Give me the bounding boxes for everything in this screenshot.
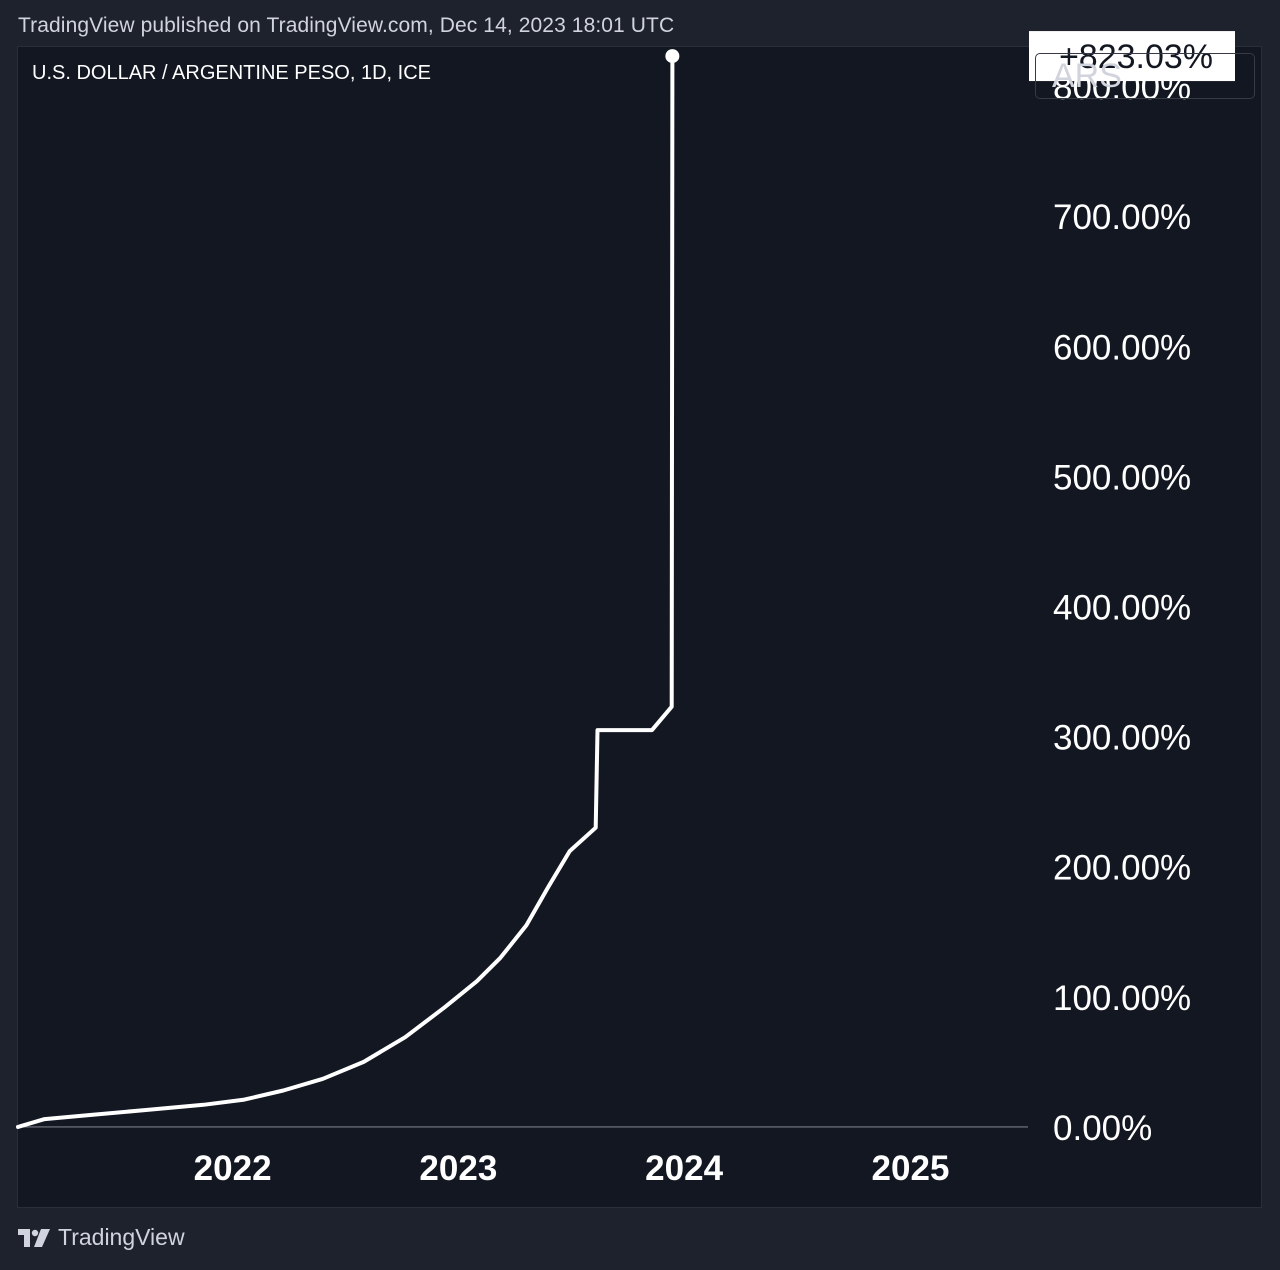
currency-selector[interactable]: ARS (1035, 53, 1255, 99)
y-tick-label: 600.00% (1053, 328, 1191, 367)
y-tick-label: 300.00% (1053, 719, 1191, 758)
tradingview-brand-label: TradingView (58, 1224, 185, 1250)
x-tick-label: 2022 (194, 1149, 272, 1188)
x-tick-label: 2023 (419, 1149, 497, 1188)
tradingview-logo-icon (18, 1228, 50, 1247)
last-point-marker (665, 49, 680, 64)
y-tick-label: 400.00% (1053, 588, 1191, 627)
x-tick-label: 2025 (872, 1149, 950, 1188)
y-tick-label: 0.00% (1053, 1109, 1152, 1148)
symbol-title: U.S. DOLLAR / ARGENTINE PESO, 1D, ICE (32, 62, 431, 84)
tradingview-brand[interactable]: TradingView (18, 1224, 185, 1251)
x-tick-label: 2024 (645, 1149, 723, 1188)
chart-pane[interactable] (17, 46, 1262, 1208)
last-value-label: +823.03% (1059, 38, 1213, 76)
y-tick-label: 200.00% (1053, 849, 1191, 888)
last-value-badge (1029, 31, 1235, 82)
series-line (16, 54, 675, 1129)
y-tick-label: 700.00% (1053, 198, 1191, 237)
published-caption: TradingView published on TradingView.com… (18, 14, 675, 37)
y-tick-label: 100.00% (1053, 979, 1191, 1018)
y-tick-label: 500.00% (1053, 458, 1191, 497)
